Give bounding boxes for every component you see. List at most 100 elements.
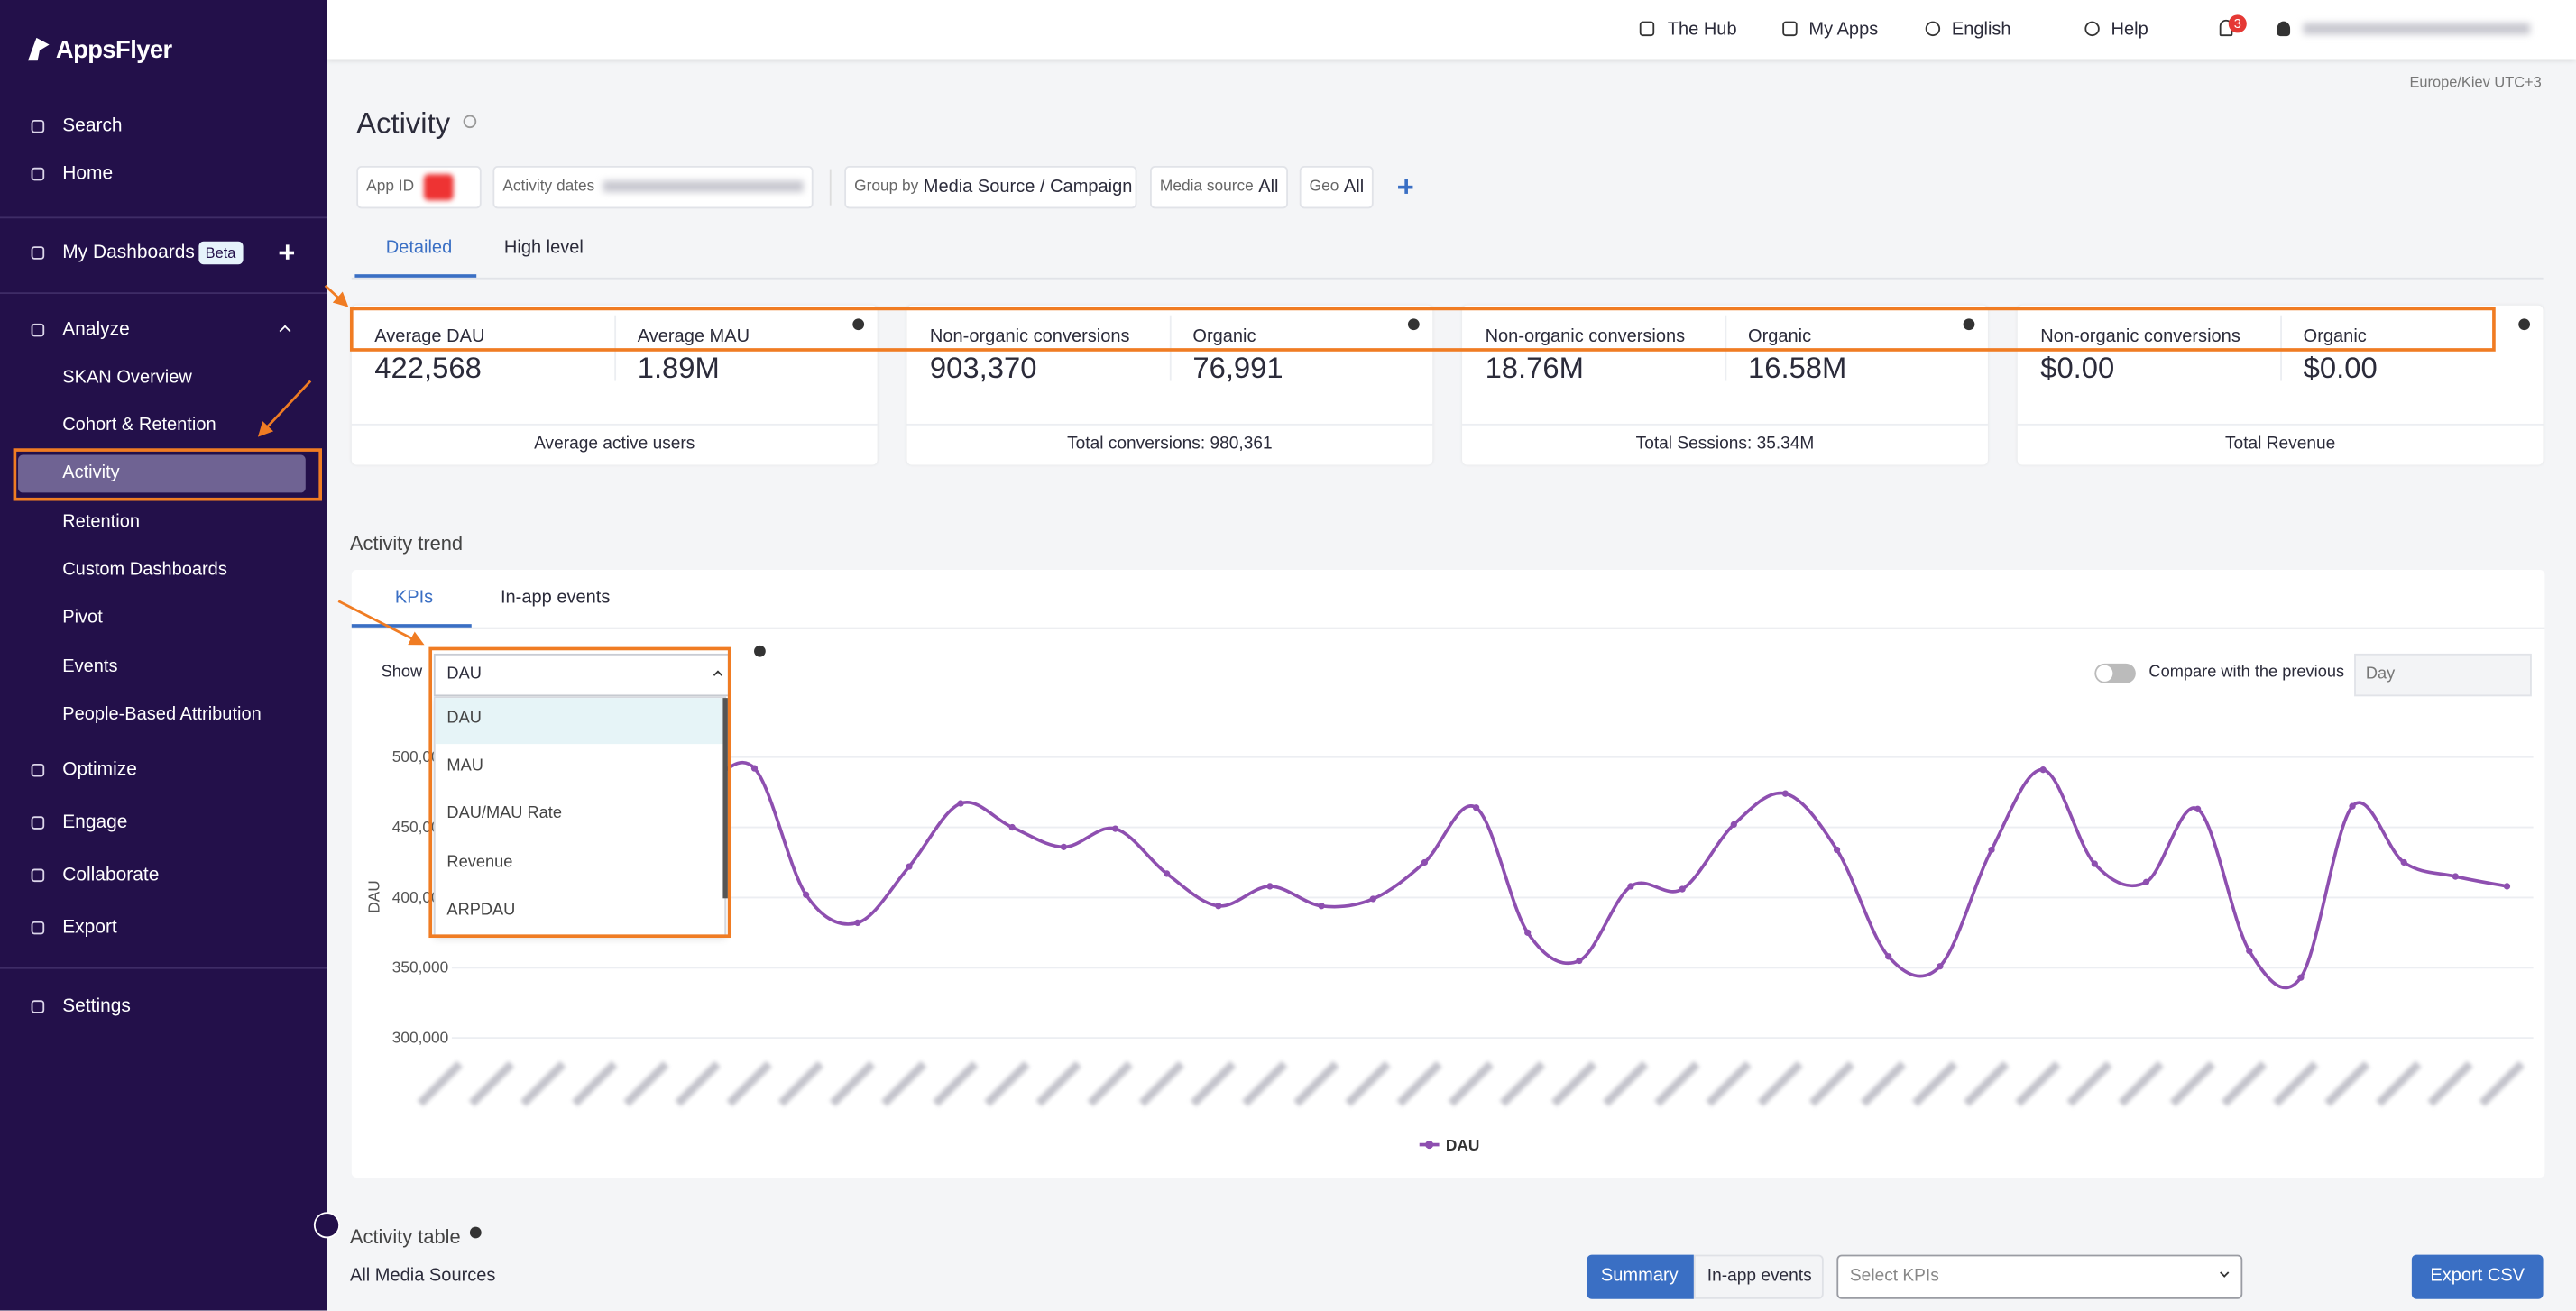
dropdown-option[interactable]: Revenue xyxy=(446,854,513,873)
nav-icon xyxy=(31,763,45,777)
x-tick-label-blurred xyxy=(1190,1060,1237,1107)
metric-value: 18.76M xyxy=(1485,351,1584,385)
point xyxy=(2349,802,2356,810)
export-button[interactable] xyxy=(2411,1254,2544,1299)
show-label: Show xyxy=(381,663,423,682)
dropdown[interactable] xyxy=(433,653,730,697)
card-divider xyxy=(906,423,1433,426)
card-divider xyxy=(351,423,878,426)
topbar-item[interactable]: My Apps xyxy=(1808,19,1879,40)
nav-item[interactable]: Export xyxy=(62,918,117,939)
filter-label[interactable]: Media source xyxy=(1159,177,1254,196)
info-icon xyxy=(2518,318,2531,331)
nav-item[interactable]: Settings xyxy=(62,996,131,1017)
page-title: Activity xyxy=(356,106,451,140)
metric-value: 76,991 xyxy=(1192,351,1283,385)
nav-sub-item[interactable]: Events xyxy=(62,656,118,677)
compare-label: Compare with the previous xyxy=(2148,663,2345,682)
x-tick-label-blurred xyxy=(1860,1060,1907,1107)
tab-active[interactable]: KPIs xyxy=(394,588,434,608)
dropdown-value[interactable]: DAU xyxy=(446,665,482,683)
metric-label: Non-organic conversions xyxy=(929,326,1130,347)
filter-label[interactable]: App ID xyxy=(366,177,415,196)
filter-value[interactable]: All xyxy=(1343,177,1365,197)
add-filter[interactable] xyxy=(1404,179,1408,194)
nav-sub-item[interactable]: Activity xyxy=(62,463,120,483)
nav-item[interactable]: My Dashboards xyxy=(62,243,195,263)
x-tick-label-blurred xyxy=(1087,1060,1133,1107)
user-icon[interactable] xyxy=(2277,21,2291,37)
nav-sub-item[interactable]: Pivot xyxy=(62,607,103,628)
filter-value[interactable]: Media Source / Campaign xyxy=(923,177,1133,197)
metric-value: 1.89M xyxy=(637,351,720,385)
topbar-icon xyxy=(2084,21,2100,37)
topbar-icon xyxy=(1925,21,1941,37)
summary-button[interactable] xyxy=(1587,1254,1694,1299)
nav-icon xyxy=(31,323,45,337)
dropdown-option[interactable]: DAU xyxy=(446,709,482,728)
info-icon xyxy=(469,1226,482,1239)
button-label[interactable]: In-app events xyxy=(1707,1266,1812,1287)
nav-item[interactable]: Collaborate xyxy=(62,865,160,885)
filter-label[interactable]: Group by xyxy=(854,177,919,196)
section-title: Activity table xyxy=(349,1224,461,1249)
y-axis-title: DAU xyxy=(365,880,383,913)
point xyxy=(1781,790,1789,797)
divider xyxy=(0,292,327,295)
nav-sub-item[interactable]: Custom Dashboards xyxy=(62,560,227,580)
card-divider xyxy=(1725,315,1727,381)
metric-label: Average DAU xyxy=(374,326,485,347)
tab[interactable]: In-app events xyxy=(500,588,611,608)
filter-label[interactable]: Geo xyxy=(1309,177,1339,196)
add-dashboard[interactable] xyxy=(285,244,289,260)
active-item xyxy=(18,454,306,493)
tab-active[interactable]: Detailed xyxy=(385,238,453,258)
nav-sub-item[interactable]: Retention xyxy=(62,512,140,533)
x-tick-label-blurred xyxy=(2479,1060,2525,1107)
card-footer: Total Sessions: 35.34M xyxy=(1635,433,1815,454)
dropdown-option[interactable]: DAU/MAU Rate xyxy=(446,804,562,823)
tabs-line xyxy=(351,627,2545,629)
filter[interactable] xyxy=(844,165,1137,209)
x-tick-label-blurred xyxy=(1808,1060,1854,1107)
button-label[interactable]: Export CSV xyxy=(2430,1266,2525,1287)
button-label[interactable]: Summary xyxy=(1600,1266,1679,1287)
tabs-line xyxy=(351,277,2544,280)
period-input[interactable] xyxy=(2354,653,2532,697)
nav-sub-item[interactable]: SKAN Overview xyxy=(62,368,192,388)
nav-item[interactable]: Engage xyxy=(62,812,128,833)
point xyxy=(957,800,964,807)
filter-value[interactable]: All xyxy=(1258,177,1279,197)
x-tick-label-blurred xyxy=(1035,1060,1081,1107)
nav-sub-item[interactable]: People-Based Attribution xyxy=(62,704,262,725)
nav-item[interactable]: Search xyxy=(62,116,123,137)
nav-item[interactable]: Optimize xyxy=(62,760,137,781)
dropdown-option[interactable]: MAU xyxy=(446,756,483,775)
filter[interactable] xyxy=(1150,165,1289,209)
x-tick-label-blurred xyxy=(468,1060,515,1107)
topbar-item[interactable]: Help xyxy=(2111,19,2148,40)
x-tick-label-blurred xyxy=(1242,1060,1288,1107)
kpi-select[interactable] xyxy=(1836,1254,2243,1299)
filter[interactable] xyxy=(356,165,482,209)
events-button[interactable] xyxy=(1693,1254,1824,1299)
filter-label[interactable]: Activity dates xyxy=(502,177,595,196)
dropdown-option[interactable]: ARPDAU xyxy=(446,901,516,921)
kpi-placeholder[interactable]: Select KPIs xyxy=(1849,1266,1939,1287)
topbar-item[interactable]: The Hub xyxy=(1667,19,1737,40)
x-tick-label-blurred xyxy=(2118,1060,2164,1107)
nav-sub-item[interactable]: Cohort & Retention xyxy=(62,415,216,435)
x-tick-label-blurred xyxy=(2427,1060,2473,1107)
x-tick-label-blurred xyxy=(984,1060,1030,1107)
tab[interactable]: High level xyxy=(503,238,584,258)
x-tick-label-blurred xyxy=(1499,1060,1546,1107)
metric-label: Organic xyxy=(2303,326,2367,347)
badge: Beta xyxy=(198,241,243,265)
nav-item[interactable]: Home xyxy=(62,164,114,185)
nav-icon xyxy=(31,921,45,935)
nav-item[interactable]: Analyze xyxy=(62,320,130,341)
topbar-item[interactable]: English xyxy=(1951,19,2011,40)
collapse-button[interactable] xyxy=(313,1212,341,1239)
filter[interactable] xyxy=(1299,165,1374,209)
x-tick-label-blurred xyxy=(2324,1060,2370,1107)
